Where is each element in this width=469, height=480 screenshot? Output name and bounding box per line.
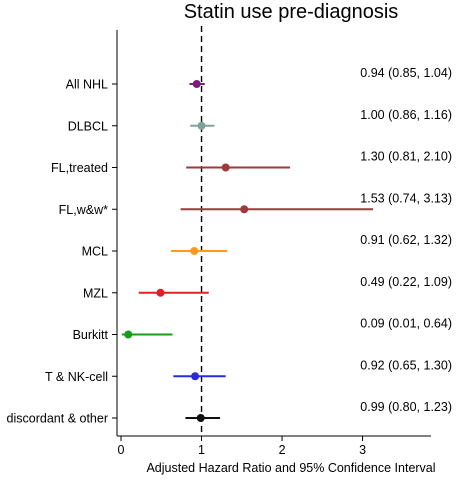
row-label: DLBCL (68, 119, 108, 133)
x-axis-label: Adjusted Hazard Ratio and 95% Confidence… (146, 461, 435, 475)
x-tick-label: 2 (279, 443, 286, 457)
row-label: MZL (83, 286, 108, 300)
point-estimate (197, 121, 206, 130)
row-label: FL,treated (51, 161, 108, 175)
point-estimate (192, 80, 201, 88)
estimate-label: 1.00 (0.86, 1.16) (360, 108, 452, 122)
x-tick-label: 1 (198, 443, 205, 457)
row-label: Burkitt (73, 328, 109, 342)
estimate-label: 1.30 (0.81, 2.10) (360, 150, 452, 164)
point-estimate (190, 247, 199, 255)
estimate-label: 0.92 (0.65, 1.30) (360, 358, 452, 372)
estimate-label: 0.94 (0.85, 1.04) (360, 66, 452, 80)
row-label: discordant & other (7, 412, 108, 426)
estimate-label: 1.53 (0.74, 3.13) (360, 191, 452, 205)
x-tick-label: 0 (118, 443, 125, 457)
row-label: T & NK-cell (45, 370, 108, 384)
row-label: FL,w&w* (59, 203, 108, 217)
x-tick-label: 3 (359, 443, 366, 457)
estimate-label: 0.09 (0.01, 0.64) (360, 317, 452, 331)
point-estimate (191, 372, 200, 381)
point-estimate (156, 288, 165, 297)
row-label: All NHL (66, 78, 108, 92)
point-estimate (124, 330, 133, 339)
point-estimate (221, 163, 230, 172)
estimate-label: 0.91 (0.62, 1.32) (360, 233, 452, 247)
chart-title: Statin use pre-diagnosis (184, 1, 399, 23)
point-estimate (196, 414, 205, 422)
row-label: MCL (82, 245, 108, 259)
point-estimate (240, 205, 249, 214)
estimate-label: 0.99 (0.80, 1.23) (360, 400, 452, 414)
estimate-label: 0.49 (0.22, 1.09) (360, 275, 452, 289)
